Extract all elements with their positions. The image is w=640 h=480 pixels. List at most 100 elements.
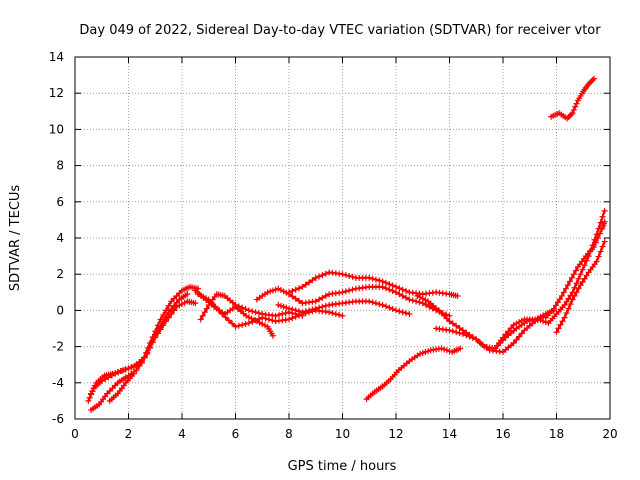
data-point-marker [232, 301, 239, 308]
x-tick-label: 2 [125, 427, 133, 441]
data-point-marker [85, 397, 92, 404]
series-arc-13 [363, 345, 464, 403]
data-point-marker [422, 349, 429, 356]
data-point-marker [173, 303, 180, 310]
x-tick-label: 18 [549, 427, 564, 441]
data-point-marker [579, 278, 586, 285]
x-tick-label: 14 [442, 427, 457, 441]
data-point-marker [416, 299, 423, 306]
data-point-marker [322, 292, 329, 299]
data-point-marker [566, 112, 573, 119]
data-point-marker [386, 304, 393, 311]
data-point-marker [289, 306, 296, 313]
data-point-marker [396, 308, 403, 315]
data-point-marker [168, 311, 175, 318]
y-tick-label: 6 [56, 195, 64, 209]
data-point-marker [571, 292, 578, 299]
data-point-marker [122, 366, 129, 373]
data-point-marker [406, 311, 413, 318]
data-point-marker [312, 298, 319, 305]
data-point-marker [239, 321, 246, 328]
data-point-marker [567, 301, 574, 308]
y-tick-label: -4 [52, 376, 64, 390]
data-point-marker [296, 308, 303, 315]
data-point-marker [259, 320, 266, 327]
data-point-marker [518, 330, 525, 337]
series-arc-10 [286, 269, 461, 299]
data-point-marker [259, 314, 266, 321]
data-point-marker [553, 329, 560, 336]
data-point-marker [249, 318, 256, 325]
data-point-marker [215, 307, 222, 314]
data-point-marker [261, 322, 268, 329]
data-point-marker [577, 271, 584, 278]
data-point-marker [399, 286, 406, 293]
y-tick-label: 12 [49, 86, 64, 100]
data-point-marker [552, 302, 559, 309]
data-point-marker [376, 301, 383, 308]
data-point-marker [292, 295, 299, 302]
data-point-marker [449, 320, 456, 327]
data-point-marker [239, 304, 246, 311]
data-point-marker [168, 298, 175, 305]
data-point-marker [446, 327, 453, 334]
data-point-marker [573, 100, 580, 107]
data-point-marker [170, 295, 177, 302]
data-point-marker [560, 289, 567, 296]
data-point-marker [339, 271, 346, 278]
data-point-marker [200, 293, 207, 300]
data-point-marker [109, 385, 116, 392]
data-point-marker [117, 368, 124, 375]
data-point-marker [173, 292, 180, 299]
data-point-marker [104, 390, 111, 397]
data-point-marker [349, 273, 356, 280]
data-point-marker [349, 286, 356, 293]
data-point-marker [599, 213, 606, 220]
data-point-marker [275, 311, 282, 318]
y-axis-label: SDTVAR / TECUs [8, 185, 23, 292]
data-point-marker [583, 272, 590, 279]
data-point-marker [572, 103, 579, 110]
data-point-marker [376, 277, 383, 284]
data-point-marker [201, 309, 208, 316]
data-point-marker [597, 248, 604, 255]
data-point-marker [379, 278, 386, 285]
data-point-marker [292, 286, 299, 293]
data-point-marker [581, 262, 588, 269]
data-point-marker [269, 332, 276, 339]
data-point-marker [453, 329, 460, 336]
data-point-marker [425, 348, 432, 355]
data-point-marker [133, 367, 140, 374]
data-point-marker [500, 337, 506, 344]
data-point-marker [601, 218, 608, 225]
data-point-marker [332, 311, 339, 318]
data-point-marker [128, 364, 135, 371]
data-point-marker [516, 333, 523, 340]
data-point-marker [306, 307, 313, 314]
data-point-marker [346, 287, 353, 294]
data-point-marker [382, 303, 389, 310]
data-point-marker [120, 367, 127, 374]
data-point-marker [513, 336, 520, 343]
data-point-marker [550, 305, 557, 312]
data-point-marker [559, 318, 566, 325]
data-point-marker [312, 305, 319, 312]
data-point-marker [245, 314, 252, 321]
data-point-marker [579, 266, 586, 273]
data-point-marker [435, 307, 442, 314]
data-point-marker [585, 81, 592, 88]
data-point-marker [306, 279, 313, 286]
data-point-marker [414, 292, 421, 299]
data-point-marker [130, 370, 137, 377]
data-point-marker [112, 382, 119, 389]
data-point-marker [601, 238, 608, 245]
data-point-marker [277, 287, 284, 294]
data-point-marker [242, 320, 249, 327]
data-point-marker [586, 79, 593, 86]
data-point-marker [399, 292, 406, 299]
data-point-marker [219, 311, 226, 318]
data-point-marker [389, 306, 396, 313]
data-point-marker [403, 294, 410, 301]
series-arc-9 [275, 298, 413, 318]
data-point-marker [112, 369, 119, 376]
